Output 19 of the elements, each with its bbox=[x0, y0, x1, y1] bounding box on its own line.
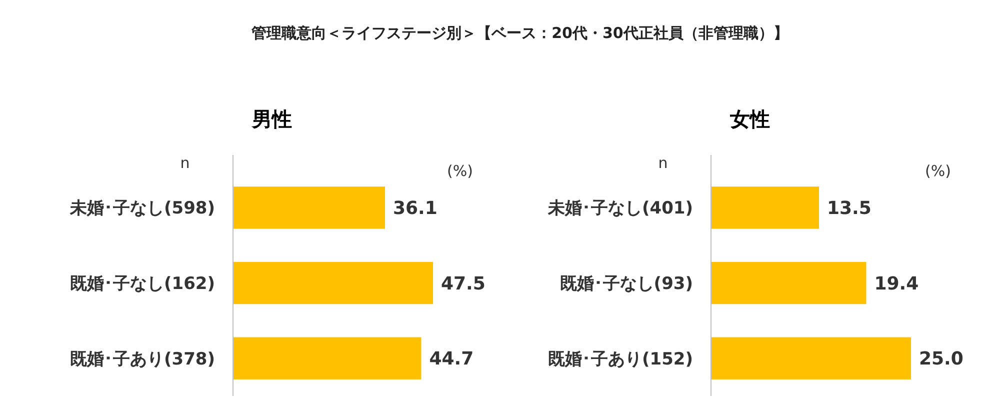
y-axis-title: n bbox=[180, 154, 190, 172]
y-axis-title: n bbox=[658, 154, 668, 172]
data-label: 13.5 bbox=[827, 198, 872, 219]
y-tick-label: 既婚･子なし(93) bbox=[560, 274, 693, 294]
x-axis-title: (%) bbox=[447, 162, 473, 180]
data-label: 19.4 bbox=[874, 273, 919, 294]
text: 管理職意向＜ライフステージ別＞【ベース：20代・30代正社員（非管理職）】 bbox=[250, 24, 788, 42]
data-label: 47.5 bbox=[441, 273, 486, 294]
y-tick-label: 既婚･子あり(378) bbox=[70, 349, 215, 370]
x-axis-title: (%) bbox=[925, 162, 951, 180]
data-label: 36.1 bbox=[393, 198, 438, 219]
chart-title: 女性 bbox=[729, 107, 770, 131]
y-tick-label: 未婚･子なし(401) bbox=[546, 198, 693, 219]
y-tick-label: 既婚･子あり(152) bbox=[548, 349, 693, 370]
data-label: 25.0 bbox=[919, 348, 964, 370]
data-label: 44.7 bbox=[429, 348, 474, 370]
y-tick-label: 未婚･子なし(598) bbox=[68, 198, 215, 219]
y-tick-label: 既婚･子なし(162) bbox=[70, 274, 215, 294]
chart-title: 男性 bbox=[251, 107, 292, 131]
